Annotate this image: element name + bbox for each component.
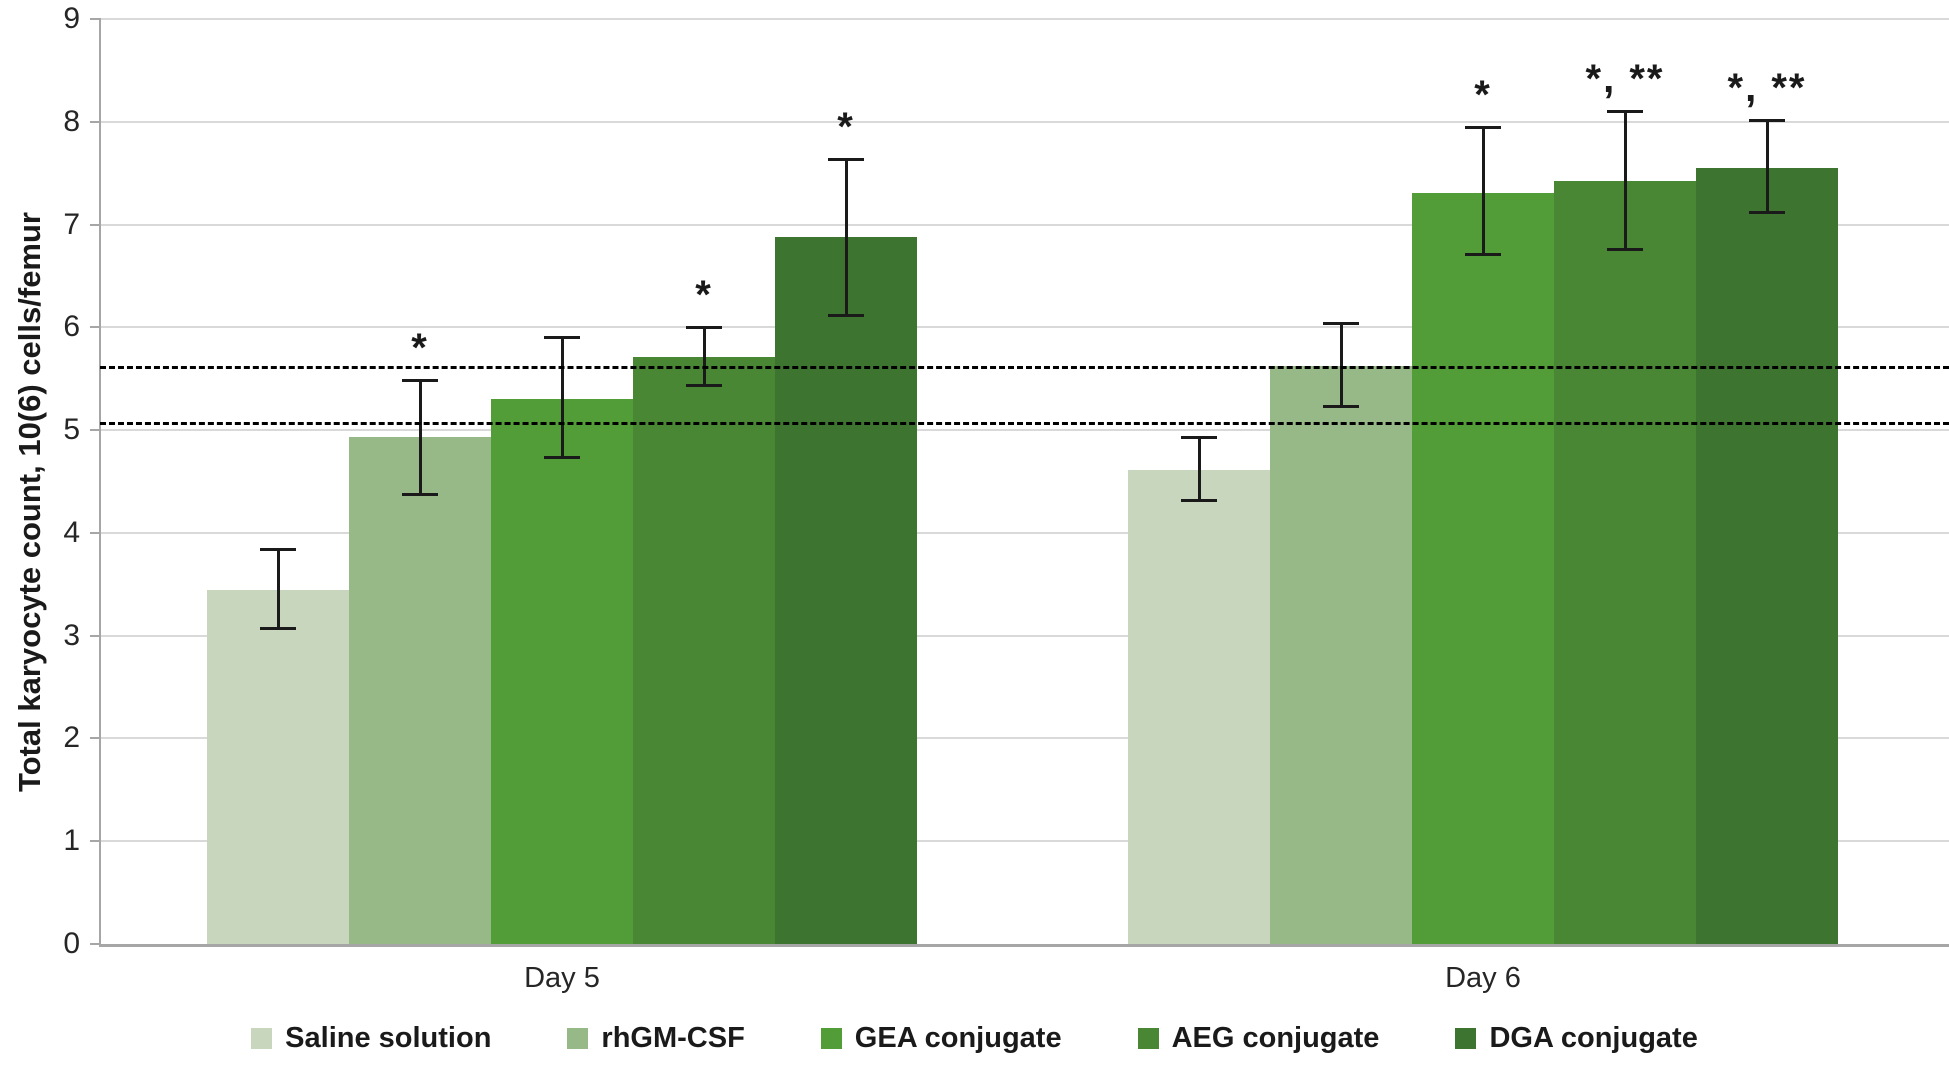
- y-axis-tick: [90, 223, 100, 226]
- y-axis-tick: [90, 326, 100, 329]
- error-bar: [276, 549, 280, 630]
- y-tick-label: 2: [63, 721, 80, 755]
- error-bar-cap-top: [1323, 322, 1359, 326]
- legend-swatch-icon: [251, 1027, 273, 1049]
- significance-annotation: *, **: [1727, 65, 1807, 110]
- error-bar: [844, 158, 848, 316]
- bar-day-5-saline-solution: [207, 590, 349, 944]
- legend-label: rhGM-CSF: [601, 1021, 745, 1054]
- error-bar: [418, 379, 422, 495]
- gridline: [100, 17, 1949, 20]
- legend-label: AEG conjugate: [1171, 1021, 1380, 1054]
- y-tick-label: 8: [63, 104, 80, 138]
- significance-annotation: *, **: [1585, 57, 1665, 102]
- legend-swatch-icon: [1455, 1027, 1477, 1049]
- bar-day-6-gea-conjugate: [1412, 192, 1554, 944]
- y-axis-tick: [90, 120, 100, 123]
- gridline: [100, 120, 1949, 123]
- y-tick-label: 9: [63, 1, 80, 35]
- bar-day-6-saline-solution: [1128, 470, 1270, 944]
- significance-annotation: *: [837, 104, 855, 149]
- y-tick-label: 3: [63, 618, 80, 652]
- y-tick-label: 7: [63, 207, 80, 241]
- gridline: [100, 737, 1949, 740]
- legend-label: GEA conjugate: [854, 1021, 1062, 1054]
- legend-label: Saline solution: [285, 1021, 492, 1054]
- gridline: [100, 840, 1949, 843]
- significance-annotation: *: [411, 325, 429, 370]
- significance-annotation: *: [1474, 72, 1492, 117]
- reference-line: [100, 366, 1949, 370]
- error-bar-cap-top: [828, 157, 864, 161]
- legend-label: DGA conjugate: [1489, 1021, 1698, 1054]
- error-bar: [1339, 323, 1343, 408]
- error-bar: [1197, 437, 1201, 501]
- legend-item-rhgm-csf: rhGM-CSF: [567, 1021, 745, 1055]
- bar-day-5-rhgm-csf: [349, 437, 491, 944]
- y-axis-tick: [90, 840, 100, 843]
- y-tick-label: 4: [63, 515, 80, 549]
- error-bar-cap-top: [686, 326, 722, 330]
- error-bar: [1765, 119, 1769, 214]
- error-bar-cap-bottom: [1749, 211, 1785, 215]
- gridline: [100, 634, 1949, 637]
- x-category-label: Day 6: [1445, 962, 1521, 994]
- y-tick-label: 6: [63, 310, 80, 344]
- legend-swatch-icon: [1137, 1027, 1159, 1049]
- legend-item-aeg-conjugate: AEG conjugate: [1137, 1021, 1380, 1055]
- error-bar-cap-bottom: [260, 627, 296, 631]
- error-bar-cap-top: [402, 378, 438, 382]
- error-bar: [1481, 126, 1485, 256]
- bar-day-5-gea-conjugate: [491, 399, 633, 944]
- error-bar-cap-bottom: [1181, 499, 1217, 503]
- error-bar-cap-bottom: [686, 383, 722, 387]
- bar-day-5-dga-conjugate: [775, 236, 917, 944]
- gridline: [100, 326, 1949, 329]
- error-bar-cap-top: [1607, 110, 1643, 114]
- y-axis-tick: [90, 17, 100, 20]
- error-bar: [1623, 111, 1627, 251]
- y-axis-tick: [90, 737, 100, 740]
- error-bar-cap-bottom: [1607, 248, 1643, 252]
- y-axis-tick: [90, 943, 100, 945]
- error-bar-cap-bottom: [1323, 405, 1359, 409]
- bar-day-5-aeg-conjugate: [633, 357, 775, 944]
- reference-line: [100, 421, 1949, 425]
- error-bar-cap-bottom: [828, 314, 864, 317]
- legend-swatch-icon: [820, 1027, 842, 1049]
- gridline: [100, 429, 1949, 432]
- gridline: [100, 531, 1949, 534]
- bar-day-6-aeg-conjugate: [1554, 181, 1696, 944]
- bar-day-6-rhgm-csf: [1270, 366, 1412, 944]
- error-bar-cap-top: [1181, 436, 1217, 440]
- significance-annotation: *: [695, 273, 713, 318]
- y-axis-tick: [90, 429, 100, 432]
- error-bar-cap-bottom: [544, 455, 580, 459]
- error-bar-cap-bottom: [402, 492, 438, 496]
- x-category-label: Day 5: [524, 962, 600, 994]
- y-axis-tick: [90, 634, 100, 637]
- y-tick-label: 5: [63, 413, 80, 447]
- y-axis-line: [99, 17, 101, 945]
- y-tick-label: 1: [63, 824, 80, 858]
- error-bar-cap-top: [544, 335, 580, 339]
- error-bar-cap-top: [1749, 118, 1785, 122]
- error-bar: [560, 336, 564, 458]
- gridline: [100, 223, 1949, 226]
- y-axis-tick: [90, 531, 100, 534]
- legend-item-saline-solution: Saline solution: [251, 1022, 491, 1055]
- error-bar-cap-bottom: [1465, 253, 1501, 257]
- error-bar-cap-top: [260, 548, 296, 552]
- x-axis-line: [99, 944, 1949, 947]
- legend-item-dga-conjugate: DGA conjugate: [1455, 1021, 1698, 1055]
- error-bar-cap-top: [1465, 125, 1501, 129]
- legend-item-gea-conjugate: GEA conjugate: [820, 1021, 1062, 1055]
- error-bar: [702, 327, 706, 386]
- legend: Saline solution rhGM-CSF GEA conjugate AEG …: [0, 1016, 1949, 1060]
- bar-day-6-dga-conjugate: [1696, 168, 1838, 944]
- y-tick-label: 0: [63, 927, 80, 960]
- legend-swatch-icon: [567, 1027, 589, 1049]
